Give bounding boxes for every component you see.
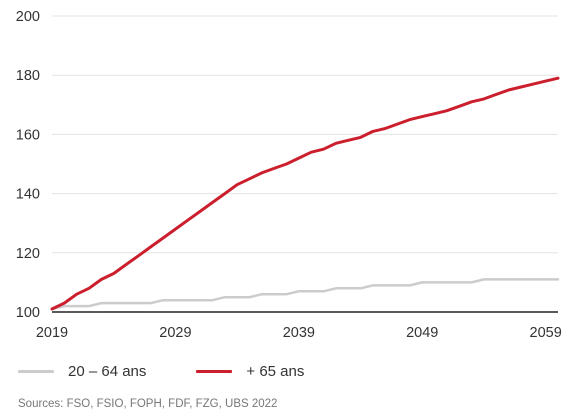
series-line-65-plus xyxy=(50,76,560,311)
x-tick-label-2029: 2029 xyxy=(159,325,191,341)
legend-item-20-64: 20 – 64 ans xyxy=(18,363,146,380)
y-tick-label-120: 120 xyxy=(16,246,40,262)
grid-lines xyxy=(52,15,558,254)
legend-label-20-64: 20 – 64 ans xyxy=(68,362,147,380)
source-note: Sources: FSO, FSIO, FOPH, FDF, FZG, UBS … xyxy=(18,398,278,410)
y-axis-tick-labels: 100 120 140 160 180 200 xyxy=(16,9,40,321)
x-tick-label-2049: 2049 xyxy=(406,325,438,341)
legend-swatch-20-64 xyxy=(18,369,54,373)
legend: 20 – 64 ans + 65 ans xyxy=(18,360,354,382)
y-tick-label-200: 200 xyxy=(16,9,40,25)
y-tick-label-140: 140 xyxy=(16,187,40,203)
x-tick-label-2019: 2019 xyxy=(36,325,68,341)
x-axis-tick-labels: 2019 2029 2039 2049 2059 xyxy=(36,325,562,341)
legend-label-65-plus: + 65 ans xyxy=(246,362,305,380)
y-tick-label-180: 180 xyxy=(16,68,40,84)
x-tick-label-2059: 2059 xyxy=(530,325,562,341)
y-tick-label-160: 160 xyxy=(16,127,40,143)
y-tick-label-100: 100 xyxy=(16,305,40,321)
series-line-20-64 xyxy=(50,278,560,311)
line-chart: 100 120 140 160 180 200 2019 2029 2039 2049 2059 xyxy=(16,9,562,341)
series-lines xyxy=(50,76,560,311)
x-tick-label-2039: 2039 xyxy=(283,325,315,341)
legend-item-65-plus: + 65 ans xyxy=(196,363,304,380)
legend-swatch-65-plus xyxy=(196,369,233,373)
